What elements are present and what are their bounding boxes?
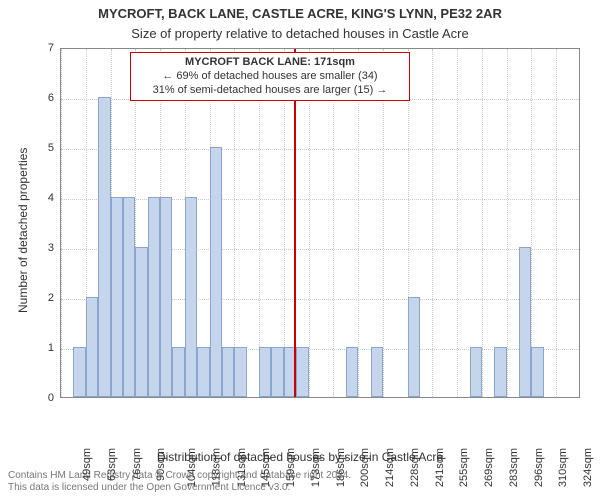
info-line-1: MYCROFT BACK LANE: 171sqm — [137, 56, 403, 70]
x-tick-label: 63sqm — [106, 448, 118, 481]
copyright-line-1: Contains HM Land Registry data © Crown c… — [8, 470, 351, 482]
histogram-bar — [210, 147, 222, 397]
x-tick-label: 200sqm — [360, 448, 372, 487]
x-tick-label: 269sqm — [483, 448, 495, 487]
x-tick-label: 49sqm — [81, 448, 93, 481]
y-axis-label: Number of detached properties — [16, 148, 30, 313]
y-tick-label: 3 — [34, 242, 54, 254]
x-tick-label: 131sqm — [236, 448, 248, 487]
x-tick-label: 173sqm — [310, 448, 322, 487]
y-tick-label: 5 — [34, 142, 54, 154]
histogram-bar — [160, 197, 172, 397]
x-tick-label: 310sqm — [558, 448, 570, 487]
x-tick-label: 159sqm — [285, 448, 297, 487]
histogram-bar — [519, 247, 531, 397]
y-tick-label: 4 — [34, 192, 54, 204]
histogram-bar — [371, 347, 383, 397]
histogram-bar — [470, 347, 482, 397]
x-tick-label: 228sqm — [409, 448, 421, 487]
x-tick-label: 90sqm — [155, 448, 167, 481]
grid-line-v — [432, 49, 433, 397]
grid-line-v — [556, 49, 557, 397]
histogram-bar — [234, 347, 246, 397]
histogram-bar — [111, 197, 123, 397]
x-tick-label: 214sqm — [384, 448, 396, 487]
x-tick-label: 324sqm — [582, 448, 594, 487]
x-tick-label: 186sqm — [335, 448, 347, 487]
histogram-bar — [346, 347, 358, 397]
x-tick-label: 241sqm — [434, 448, 446, 487]
grid-line-v — [61, 49, 62, 397]
y-tick-label: 2 — [34, 292, 54, 304]
info-line-3: 31% of semi-detached houses are larger (… — [137, 84, 403, 98]
histogram-bar — [123, 197, 135, 397]
histogram-bar — [296, 347, 308, 397]
grid-line-h — [61, 199, 579, 200]
histogram-bar — [531, 347, 543, 397]
chart-title: MYCROFT, BACK LANE, CASTLE ACRE, KING'S … — [0, 6, 600, 21]
copyright-line-2: This data is licensed under the Open Gov… — [8, 482, 351, 494]
chart-subtitle: Size of property relative to detached ho… — [0, 26, 600, 41]
x-tick-label: 145sqm — [260, 448, 272, 487]
grid-line-v — [531, 49, 532, 397]
histogram-bar — [259, 347, 271, 397]
histogram-bar — [172, 347, 184, 397]
info-line-2: ← 69% of detached houses are smaller (34… — [137, 70, 403, 84]
x-tick-label: 104sqm — [186, 448, 198, 487]
grid-line-v — [457, 49, 458, 397]
histogram-bar — [98, 97, 110, 397]
y-tick-label: 6 — [34, 92, 54, 104]
x-tick-label: 118sqm — [210, 448, 222, 486]
grid-line-v — [482, 49, 483, 397]
copyright-text: Contains HM Land Registry data © Crown c… — [8, 470, 351, 494]
y-tick-label: 1 — [34, 342, 54, 354]
grid-line-h — [61, 149, 579, 150]
histogram-bar — [197, 347, 209, 397]
histogram-bar — [185, 197, 197, 397]
y-tick-label: 0 — [34, 392, 54, 404]
x-tick-label: 255sqm — [459, 448, 471, 487]
histogram-bar — [271, 347, 283, 397]
x-tick-label: 76sqm — [131, 448, 143, 481]
histogram-bar — [494, 347, 506, 397]
y-tick-label: 7 — [34, 42, 54, 54]
x-tick-label: 283sqm — [508, 448, 520, 487]
grid-line-v — [507, 49, 508, 397]
histogram-bar — [222, 347, 234, 397]
histogram-bar — [135, 247, 147, 397]
histogram-bar — [73, 347, 85, 397]
histogram-bar — [86, 297, 98, 397]
histogram-bar — [148, 197, 160, 397]
marker-info-box: MYCROFT BACK LANE: 171sqm ← 69% of detac… — [130, 52, 410, 101]
x-tick-label: 296sqm — [533, 448, 545, 487]
histogram-bar — [408, 297, 420, 397]
